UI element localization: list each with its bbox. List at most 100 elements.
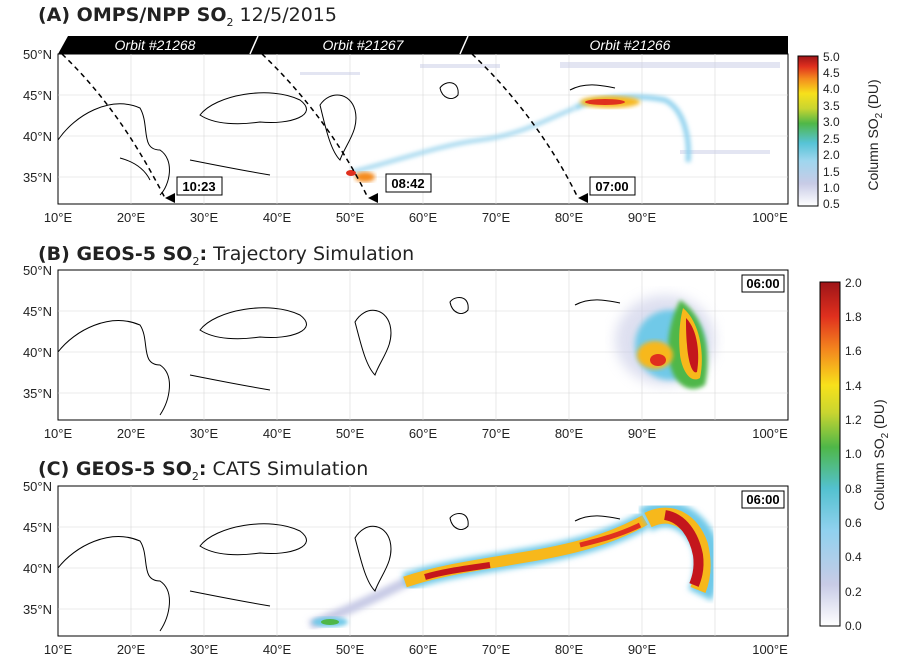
orbit-banner: Orbit #21268 Orbit #21267 Orbit #21266 [58,35,788,55]
panel-c-time: 06:00 [746,492,779,507]
lon-label: 80°E [555,210,584,225]
time-label-2: 08:42 [391,176,424,191]
colorbar-c-tick: 1.2 [845,413,862,427]
lat-label: 50°N [23,479,52,494]
lon-label: 80°E [555,642,584,657]
panel-a-map: Orbit #21268 Orbit #21267 Orbit #21266 [23,35,885,225]
lon-label: 90°E [628,210,657,225]
panel-a-coastlines [57,82,616,196]
panel-c-lon-labels: 10°E 20°E 30°E 40°E 50°E 60°E 70°E 80°E … [44,642,788,657]
colorbar-a-tick: 4.0 [823,82,840,96]
lon-label: 50°E [336,210,365,225]
lon-label: 60°E [409,426,438,441]
time-markers: 10:23 08:42 07:00 [165,173,636,203]
lon-label: 30°E [190,426,219,441]
panel-b-time: 06:00 [746,276,779,291]
lat-label: 35°N [23,386,52,401]
colorbar-a: 5.0 4.5 4.0 3.5 3.0 2.5 2.0 1.5 1.0 0.5 … [797,50,885,211]
lat-label: 40°N [23,345,52,360]
lon-label: 50°E [336,426,365,441]
lon-label: 10°E [44,426,73,441]
lon-label: 30°E [190,642,219,657]
panel-b-map: 06:00 50°N 45°N 40°N 35°N 10°E 20°E 30°E… [23,263,789,441]
colorbar-c-tick: 1.6 [845,344,862,358]
colorbar-a-tick: 2.0 [823,148,840,162]
colorbar-a-label: Column SO2 (DU) [865,79,885,190]
lon-label: 70°E [482,210,511,225]
panel-b-lat-labels: 50°N 45°N 40°N 35°N [23,263,52,401]
colorbar-c-tick: 0.0 [845,619,862,633]
lon-label: 10°E [44,642,73,657]
lat-label: 35°N [23,170,52,185]
panel-b-title: (B) GEOS-5 SO2: Trajectory Simulation [38,243,415,268]
colorbar-a-tick: 2.5 [823,132,840,146]
colorbar-a-tick: 1.5 [823,165,840,179]
panel-a-noise [300,62,780,154]
lon-label: 10°E [44,210,73,225]
lon-label: 100°E [752,210,788,225]
colorbar-a-tick: 0.5 [823,197,840,211]
panel-c-lat-labels: 50°N 45°N 40°N 35°N [23,479,52,617]
lon-label: 80°E [555,426,584,441]
lon-label: 40°E [263,426,292,441]
colorbar-c-label: Column SO2 (DU) [871,399,891,510]
lon-label: 20°E [117,642,146,657]
panel-a-plume [346,94,691,182]
colorbar-c-tick: 1.0 [845,447,862,461]
lon-label: 90°E [628,426,657,441]
orbit-label-21266: Orbit #21266 [590,37,671,53]
lon-label: 20°E [117,210,146,225]
panel-c-time-box [741,490,785,509]
panel-a-title: (A) OMPS/NPP SO2 12/5/2015 [38,4,337,29]
lat-label: 45°N [23,520,52,535]
panel-b-time-box [741,274,785,293]
time-label-3: 07:00 [595,179,628,194]
colorbar-c-tick: 0.2 [845,585,862,599]
orbit-tracks [61,53,579,199]
lon-label: 30°E [190,210,219,225]
colorbar-c-tick: 0.8 [845,482,862,496]
lon-label: 60°E [409,642,438,657]
colorbar-a-tick: 1.0 [823,181,840,195]
lat-label: 50°N [23,47,52,62]
time-label-1: 10:23 [182,179,215,194]
lon-label: 100°E [752,426,788,441]
lat-label: 45°N [23,88,52,103]
lat-label: 50°N [23,263,52,278]
lon-label: 90°E [628,642,657,657]
colorbar-c-tick: 1.8 [845,310,862,324]
lon-label: 40°E [263,210,292,225]
colorbar-a-tick: 4.5 [823,66,840,80]
orbit-label-21268: Orbit #21268 [115,37,196,53]
panel-b-coastlines [57,297,621,416]
panel-a-lat-labels: 50°N 45°N 40°N 35°N [23,47,52,185]
lat-label: 40°N [23,561,52,576]
colorbar-bc: 2.0 1.8 1.6 1.4 1.2 1.0 0.8 0.6 0.4 0.2 … [819,276,891,633]
lat-label: 45°N [23,304,52,319]
lon-label: 50°E [336,642,365,657]
colorbar-c-tick: 1.4 [845,379,862,393]
panel-c-title: (C) GEOS-5 SO2: CATS Simulation [38,458,369,483]
lon-label: 70°E [482,642,511,657]
colorbar-a-tick: 5.0 [823,50,840,64]
panel-b-plume [615,295,715,389]
panel-c-map: 06:00 50°N 45°N 40°N 35°N 10°E 20°E 30°E… [23,479,789,657]
panel-c-plume [308,501,721,630]
lon-label: 100°E [752,642,788,657]
lon-label: 40°E [263,642,292,657]
colorbar-c-tick: 0.4 [845,550,862,564]
lat-label: 35°N [23,602,52,617]
orbit-label-21267: Orbit #21267 [323,37,405,53]
lat-label: 40°N [23,129,52,144]
colorbar-c-tick: 0.6 [845,516,862,530]
colorbar-c-tick: 2.0 [845,276,862,290]
lon-label: 70°E [482,426,511,441]
panel-b-lon-labels: 10°E 20°E 30°E 40°E 50°E 60°E 70°E 80°E … [44,426,788,441]
panel-a-lon-labels: 10°E 20°E 30°E 40°E 50°E 60°E 70°E 80°E … [44,210,788,225]
panel-c-coastlines [57,513,621,632]
colorbar-a-tick: 3.5 [823,99,840,113]
colorbar-a-tick: 3.0 [823,115,840,129]
lon-label: 60°E [409,210,438,225]
lon-label: 20°E [117,426,146,441]
